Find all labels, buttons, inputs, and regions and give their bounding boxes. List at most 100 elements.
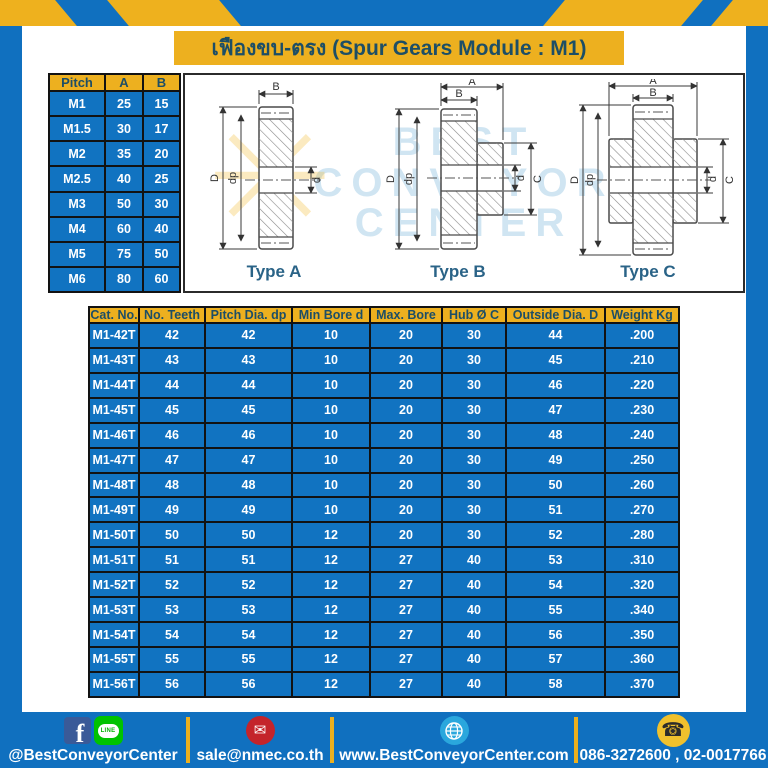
table-cell: .250 xyxy=(604,446,680,474)
table-row: M1-42T 42 42 10 20 30 44.200 xyxy=(88,322,680,349)
table-cell: 27 xyxy=(369,621,443,648)
table-cell: 48 xyxy=(505,421,606,449)
table-cell: 58 xyxy=(505,670,606,699)
drawing-type-a: B D dp d Type A xyxy=(185,75,363,291)
table-cell: 75 xyxy=(104,240,144,268)
table-row: M1-51T 51 51 12 27 40 53.310 xyxy=(88,546,680,574)
table-row: M3 50 30 xyxy=(48,190,181,218)
table-row: M1-48T 48 48 10 20 30 50.260 xyxy=(88,471,680,499)
table-row: M1-47T 47 47 10 20 30 49.250 xyxy=(88,446,680,474)
table-cell: 44 xyxy=(204,371,293,399)
table-cell: 10 xyxy=(291,421,371,449)
table-cell: 40 xyxy=(441,670,507,699)
email-icon[interactable]: ✉ xyxy=(245,716,275,745)
table-cell: M1 xyxy=(48,89,106,118)
dim-label-b: B xyxy=(272,81,279,93)
table-cell: M1-46T xyxy=(88,421,140,449)
table-cell: 25 xyxy=(104,89,144,118)
gear-section-type-c-drawing: A B D dp d xyxy=(569,79,736,256)
table-cell: 12 xyxy=(291,546,371,574)
top-decoration xyxy=(0,0,768,26)
type-a-label: Type A xyxy=(246,262,302,281)
table-cell: 40 xyxy=(441,645,507,673)
table-cell: 47 xyxy=(505,396,606,424)
table-cell: .370 xyxy=(604,670,680,699)
phone-icon[interactable]: ☎ xyxy=(656,714,690,747)
footer-phone[interactable]: ☎ 086-3272600 , 02-0017766 xyxy=(578,712,768,768)
table-cell: 40 xyxy=(104,165,144,193)
table-cell: 52 xyxy=(505,521,606,549)
column-header: A xyxy=(104,73,144,92)
footer-email[interactable]: ✉ sale@nmec.co.th xyxy=(190,712,330,768)
table-row: M4 60 40 xyxy=(48,215,181,243)
table-cell: 44 xyxy=(138,371,206,399)
table-row: M1-54T 54 54 12 27 40 56.350 xyxy=(88,621,680,648)
table-cell: 20 xyxy=(369,396,443,424)
table-cell: 20 xyxy=(369,371,443,399)
table-cell: 60 xyxy=(142,265,181,294)
table-cell: .280 xyxy=(604,521,680,549)
table-cell: 10 xyxy=(291,396,371,424)
table-cell: 47 xyxy=(138,446,206,474)
column-header: Pitch Dia. dp xyxy=(204,306,293,324)
table-cell: 20 xyxy=(369,521,443,549)
table-cell: 30 xyxy=(441,521,507,549)
table-cell: .320 xyxy=(604,571,680,599)
table-cell: 56 xyxy=(505,621,606,648)
table-cell: 53 xyxy=(138,596,206,624)
dim-label-c: C xyxy=(724,176,736,184)
table-cell: 20 xyxy=(142,140,181,168)
table-cell: 40 xyxy=(441,546,507,574)
table-cell: 20 xyxy=(369,471,443,499)
table-cell: 12 xyxy=(291,571,371,599)
footer-social[interactable]: f LINE @BestConveyorCenter xyxy=(0,712,186,768)
table-cell: 27 xyxy=(369,546,443,574)
table-cell: 54 xyxy=(505,571,606,599)
table-cell: M1-51T xyxy=(88,546,140,574)
table-cell: 51 xyxy=(204,546,293,574)
table-cell: 54 xyxy=(138,621,206,648)
line-icon[interactable]: LINE xyxy=(93,716,123,745)
table-row: M1-53T 53 53 12 27 40 55.340 xyxy=(88,596,680,624)
header-row: Pitch A B xyxy=(48,73,181,92)
table-cell: 30 xyxy=(441,471,507,499)
table-cell: .350 xyxy=(604,621,680,648)
dim-label-d-outer: D xyxy=(385,175,397,183)
table-cell: 20 xyxy=(369,346,443,374)
table-cell: M1-44T xyxy=(88,371,140,399)
column-header: Max. Bore xyxy=(369,306,443,324)
table-cell: M1-56T xyxy=(88,670,140,699)
table-row: M1-52T 52 52 12 27 40 54.320 xyxy=(88,571,680,599)
table-cell: 12 xyxy=(291,621,371,648)
stripe xyxy=(0,0,77,26)
main-table: Cat. No. No. Teeth Pitch Dia. dp Min Bore d… xyxy=(88,306,680,699)
table-cell: 51 xyxy=(505,496,606,524)
table-cell: 46 xyxy=(138,421,206,449)
table-cell: 10 xyxy=(291,446,371,474)
dim-label-d-bore: d xyxy=(707,176,719,182)
table-row: M1-49T 49 49 10 20 30 51.270 xyxy=(88,496,680,524)
table-cell: .200 xyxy=(604,322,680,349)
table-cell: .210 xyxy=(604,346,680,374)
globe-icon[interactable] xyxy=(439,716,469,745)
table-cell: 40 xyxy=(441,621,507,648)
divider xyxy=(186,717,190,763)
column-header: B xyxy=(142,73,181,92)
facebook-icon[interactable]: f xyxy=(63,717,91,744)
table-cell: M4 xyxy=(48,215,106,243)
page: เฟืองขบ-ตรง (Spur Gears Module : M1) Pit… xyxy=(22,26,746,712)
table-cell: M5 xyxy=(48,240,106,268)
table-cell: 50 xyxy=(142,240,181,268)
table-cell: 30 xyxy=(441,421,507,449)
table-cell: .240 xyxy=(604,421,680,449)
footer-website[interactable]: www.BestConveyorCenter.com xyxy=(334,712,574,768)
table-cell: 10 xyxy=(291,322,371,349)
table-cell: M1-52T xyxy=(88,571,140,599)
table-cell: 12 xyxy=(291,596,371,624)
table-cell: 50 xyxy=(104,190,144,218)
table-row: M1.5 30 17 xyxy=(48,115,181,143)
stripe xyxy=(107,0,241,26)
table-cell: 20 xyxy=(369,496,443,524)
table-row: M2 35 20 xyxy=(48,140,181,168)
table-cell: 27 xyxy=(369,571,443,599)
